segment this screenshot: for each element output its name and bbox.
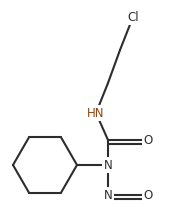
Text: N: N	[104, 159, 112, 172]
Text: O: O	[143, 134, 153, 146]
Text: N: N	[104, 189, 112, 202]
Text: O: O	[143, 189, 153, 202]
Text: Cl: Cl	[127, 11, 139, 24]
Text: HN: HN	[87, 106, 105, 119]
